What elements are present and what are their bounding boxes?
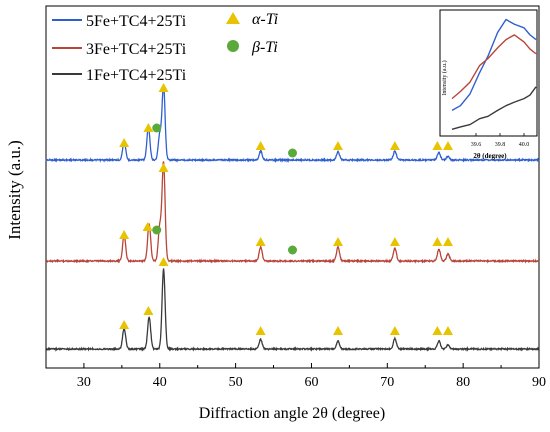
inset-line-3	[451, 86, 537, 130]
inset-tick-label: 39.8	[495, 142, 506, 148]
x-tick-label: 30	[77, 375, 91, 390]
alpha-ti-marker	[119, 138, 130, 147]
inset-tick-label: 40.0	[519, 142, 530, 148]
inset-y-axis-title: Intensity (a.u.)	[441, 60, 448, 95]
phase-legend: α-Ti β-Ti	[226, 11, 278, 56]
inset-frame	[439, 9, 538, 137]
series-lines	[45, 84, 540, 352]
inset-x-ticks: 39.6 39.8 40.0	[471, 133, 530, 148]
alpha-ti-marker	[119, 320, 130, 329]
alpha-ti-marker	[442, 326, 453, 335]
legend-label-3: 1Fe+TC4+25Ti	[86, 67, 187, 84]
alpha-ti-marker	[119, 230, 130, 239]
beta-ti-marker	[152, 225, 162, 235]
alpha-ti-marker	[158, 163, 169, 172]
alpha-ti-marker	[442, 237, 453, 246]
alpha-ti-marker	[255, 141, 266, 150]
y-axis-title: Intensity (a.u.)	[5, 140, 24, 240]
x-tick-label: 80	[456, 375, 470, 390]
alpha-ti-marker	[158, 257, 169, 266]
alpha-ti-marker	[143, 123, 154, 132]
x-axis-title: Diffraction angle 2θ (degree)	[199, 405, 385, 422]
inset-line-2	[451, 34, 537, 100]
alpha-ti-marker	[255, 326, 266, 335]
alpha-ti-marker	[442, 141, 453, 150]
alpha-ti-marker	[389, 141, 400, 150]
beta-ti-marker	[288, 148, 297, 158]
x-axis-ticks: 30 40 50 60 70 80 90	[45, 363, 546, 390]
alpha-ti-marker	[333, 237, 344, 246]
inset-plot: Intensity (a.u.) 2θ (degree) 39.6 39.8 40.…	[439, 9, 538, 160]
alpha-ti-marker	[142, 222, 153, 231]
inset-x-axis-title: 2θ (degree)	[473, 152, 507, 160]
x-tick-label: 60	[304, 375, 318, 390]
inset-series-lines	[451, 18, 537, 130]
alpha-ti-marker	[158, 83, 169, 92]
inset-line-1	[451, 18, 537, 112]
alpha-ti-marker	[333, 141, 344, 150]
legend-label-2: 3Fe+TC4+25Ti	[86, 41, 187, 58]
alpha-ti-marker	[255, 237, 266, 246]
alpha-ti-marker	[333, 326, 344, 335]
alpha-ti-marker	[432, 237, 443, 246]
beta-ti-marker	[288, 245, 297, 255]
x-tick-label: 50	[229, 375, 243, 390]
alpha-ti-marker	[432, 141, 443, 150]
legend-alpha-marker	[226, 12, 240, 24]
alpha-ti-marker	[143, 306, 154, 315]
legend-beta-marker	[227, 40, 239, 52]
plot-frame	[45, 5, 540, 369]
alpha-ti-marker	[432, 326, 443, 335]
x-tick-label: 40	[153, 375, 167, 390]
alpha-ti-marker	[389, 326, 400, 335]
legend-label-1: 5Fe+TC4+25Ti	[86, 13, 187, 30]
legend-alpha-label: α-Ti	[252, 11, 278, 28]
series-line-1	[45, 84, 540, 163]
series-legend: 5Fe+TC4+25Ti 3Fe+TC4+25Ti 1Fe+TC4+25Ti	[52, 13, 187, 84]
beta-ti-marker	[152, 123, 162, 133]
alpha-ti-marker	[389, 237, 400, 246]
legend-beta-label: β-Ti	[251, 39, 278, 56]
phase-markers	[119, 83, 453, 335]
x-tick-label: 70	[380, 375, 394, 390]
inset-tick-label: 39.6	[471, 142, 482, 148]
x-tick-label: 90	[532, 375, 546, 390]
series-line-3	[45, 268, 540, 352]
series-line-2	[45, 161, 540, 264]
